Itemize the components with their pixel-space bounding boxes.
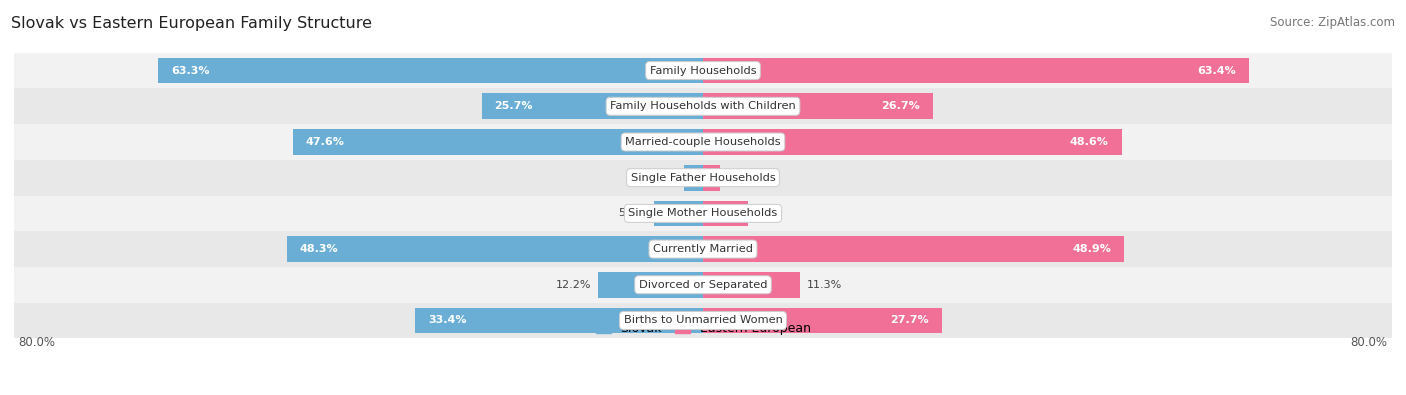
Text: 47.6%: 47.6% xyxy=(307,137,344,147)
Text: Divorced or Separated: Divorced or Separated xyxy=(638,280,768,290)
Bar xyxy=(287,236,703,262)
Bar xyxy=(14,160,1392,196)
Text: 48.6%: 48.6% xyxy=(1070,137,1108,147)
Text: 2.2%: 2.2% xyxy=(648,173,678,182)
Text: Family Households with Children: Family Households with Children xyxy=(610,101,796,111)
Bar xyxy=(703,58,1249,83)
Text: 2.0%: 2.0% xyxy=(727,173,755,182)
Bar xyxy=(598,272,703,297)
Bar xyxy=(703,129,1122,155)
Text: 63.3%: 63.3% xyxy=(170,66,209,75)
Bar xyxy=(703,165,720,190)
Bar xyxy=(703,94,934,119)
Bar xyxy=(703,201,748,226)
Text: 80.0%: 80.0% xyxy=(1351,336,1388,349)
Text: Slovak vs Eastern European Family Structure: Slovak vs Eastern European Family Struct… xyxy=(11,16,373,31)
Text: 5.7%: 5.7% xyxy=(619,209,647,218)
Text: Currently Married: Currently Married xyxy=(652,244,754,254)
Legend: Slovak, Eastern European: Slovak, Eastern European xyxy=(591,317,815,340)
Bar xyxy=(654,201,703,226)
Bar xyxy=(703,236,1125,262)
Bar xyxy=(14,196,1392,231)
Text: 26.7%: 26.7% xyxy=(882,101,920,111)
Text: 5.2%: 5.2% xyxy=(755,209,783,218)
Text: 63.4%: 63.4% xyxy=(1198,66,1236,75)
Text: 12.2%: 12.2% xyxy=(555,280,591,290)
Text: Married-couple Households: Married-couple Households xyxy=(626,137,780,147)
Text: 33.4%: 33.4% xyxy=(429,316,467,325)
Bar xyxy=(292,129,703,155)
Bar xyxy=(482,94,703,119)
Bar xyxy=(415,308,703,333)
Text: Single Father Households: Single Father Households xyxy=(631,173,775,182)
Text: Single Mother Households: Single Mother Households xyxy=(628,209,778,218)
Bar xyxy=(14,124,1392,160)
Text: Family Households: Family Households xyxy=(650,66,756,75)
Text: 48.3%: 48.3% xyxy=(299,244,339,254)
Text: Source: ZipAtlas.com: Source: ZipAtlas.com xyxy=(1270,16,1395,29)
Bar xyxy=(14,267,1392,303)
Bar xyxy=(14,303,1392,338)
Text: 80.0%: 80.0% xyxy=(18,336,55,349)
Bar xyxy=(14,53,1392,88)
Text: Births to Unmarried Women: Births to Unmarried Women xyxy=(624,316,782,325)
Bar xyxy=(157,58,703,83)
Text: 25.7%: 25.7% xyxy=(495,101,533,111)
Bar xyxy=(14,231,1392,267)
Bar xyxy=(703,272,800,297)
Bar xyxy=(14,88,1392,124)
Text: 27.7%: 27.7% xyxy=(890,316,928,325)
Bar xyxy=(703,308,942,333)
Text: 11.3%: 11.3% xyxy=(807,280,842,290)
Bar xyxy=(685,165,703,190)
Text: 48.9%: 48.9% xyxy=(1073,244,1111,254)
